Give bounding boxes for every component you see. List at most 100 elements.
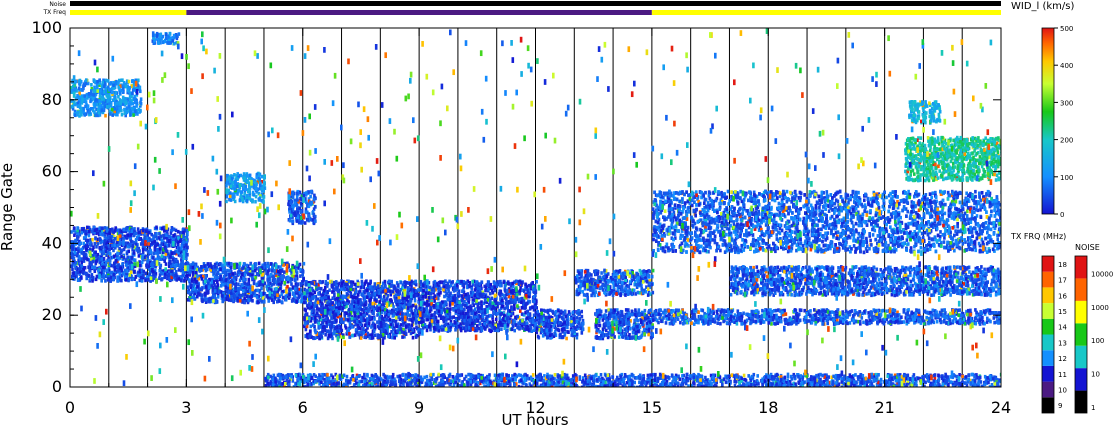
backscatter-cell [94, 242, 97, 246]
backscatter-cell [407, 313, 410, 317]
backscatter-cell [108, 231, 111, 235]
backscatter-cell [258, 177, 261, 181]
backscatter-cell [261, 175, 264, 179]
backscatter-cell [223, 262, 226, 266]
backscatter-cell [476, 324, 479, 328]
backscatter-cell [356, 331, 359, 335]
backscatter-cell [246, 174, 249, 178]
backscatter-cell [412, 336, 415, 340]
backscatter-cell [422, 326, 425, 330]
backscatter-cell [397, 290, 400, 294]
backscatter-cell [241, 273, 244, 277]
backscatter-cell [357, 282, 360, 286]
backscatter-cell [368, 308, 371, 312]
backscatter-cell [126, 233, 129, 237]
backscatter-cell [77, 278, 80, 282]
backscatter-cell [430, 314, 433, 318]
backscatter-cell [337, 293, 340, 297]
backscatter-cell [429, 310, 432, 314]
backscatter-cell [392, 328, 395, 332]
backscatter-cell [254, 276, 257, 280]
backscatter-cell [112, 239, 115, 243]
noise-bar-label: Noise [49, 1, 66, 8]
backscatter-cell [456, 326, 459, 330]
backscatter-cell [225, 200, 228, 204]
backscatter-cell [267, 270, 270, 274]
backscatter-cell [138, 254, 141, 258]
backscatter-cell [239, 279, 242, 283]
backscatter-cell [186, 232, 189, 236]
backscatter-cell [396, 303, 399, 307]
backscatter-cell [99, 241, 102, 245]
backscatter-cell [351, 305, 354, 309]
backscatter-cell [215, 300, 218, 304]
backscatter-cell [366, 296, 369, 300]
backscatter-cell [364, 318, 367, 322]
backscatter-cell [129, 261, 132, 265]
backscatter-cell [133, 262, 136, 266]
backscatter-cell [200, 293, 203, 297]
backscatter-cell [227, 297, 230, 301]
backscatter-cell [263, 183, 266, 187]
backscatter-cell [242, 277, 245, 281]
backscatter-cell [171, 226, 174, 230]
backscatter-cell [294, 287, 297, 291]
backscatter-cell [376, 320, 379, 324]
backscatter-cell [86, 244, 89, 248]
backscatter-cell [103, 269, 106, 273]
backscatter-cell [314, 316, 317, 320]
backscatter-cell [189, 271, 192, 275]
backscatter-cell [124, 269, 127, 273]
backscatter-cell [308, 283, 311, 287]
backscatter-cell [201, 286, 204, 290]
backscatter-cell [247, 289, 250, 293]
backscatter-cell [314, 331, 317, 335]
backscatter-cell [246, 199, 249, 203]
backscatter-cell [312, 323, 315, 327]
backscatter-cell [433, 304, 436, 308]
backscatter-cell [305, 313, 308, 317]
backscatter-cell [316, 311, 319, 315]
backscatter-cell [252, 291, 255, 295]
backscatter-cell [135, 275, 138, 279]
backscatter-cell [92, 276, 95, 280]
backscatter-cell [116, 252, 119, 256]
backscatter-cell [152, 256, 155, 260]
backscatter-cell [276, 293, 279, 297]
backscatter-cell [136, 249, 139, 253]
backscatter-cell [342, 321, 345, 325]
backscatter-cell [172, 234, 175, 238]
backscatter-cell [254, 200, 257, 204]
backscatter-cell [105, 260, 108, 264]
backscatter-cell [355, 290, 358, 294]
backscatter-cell [389, 323, 392, 327]
backscatter-cell [70, 230, 73, 234]
backscatter-cell [238, 189, 241, 193]
backscatter-cell [229, 180, 232, 184]
backscatter-cell [349, 323, 352, 327]
backscatter-cell [249, 197, 252, 201]
backscatter-cell [525, 302, 528, 306]
backscatter-cell [281, 293, 284, 297]
backscatter-cell [378, 295, 381, 299]
backscatter-cell [529, 319, 532, 323]
backscatter-cell [496, 312, 499, 316]
backscatter-cell [81, 251, 84, 255]
backscatter-cell [168, 235, 171, 239]
backscatter-cell [192, 266, 195, 270]
backscatter-cell [299, 282, 302, 286]
backscatter-cell [469, 281, 472, 285]
backscatter-cell [71, 247, 74, 251]
backscatter-cell [360, 301, 363, 305]
backscatter-cell [357, 300, 360, 304]
backscatter-cell [474, 316, 477, 320]
backscatter-cell [92, 260, 95, 264]
backscatter-cell [233, 294, 236, 298]
backscatter-cell [242, 289, 245, 293]
backscatter-cell [302, 277, 305, 281]
backscatter-cell [364, 280, 367, 284]
backscatter-cell [188, 291, 191, 295]
backscatter-cell [511, 328, 514, 332]
backscatter-cell [519, 326, 522, 330]
backscatter-cell [426, 329, 429, 333]
